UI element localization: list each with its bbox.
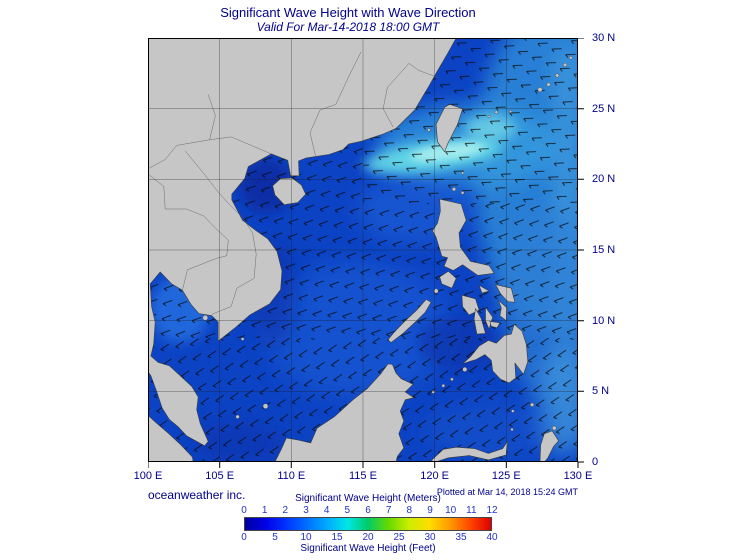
island-leyte bbox=[498, 299, 508, 321]
island-luzon bbox=[432, 198, 495, 276]
island-cebu bbox=[485, 306, 493, 330]
colorbar-meters-caption: Significant Wave Height (Meters) bbox=[295, 493, 441, 504]
land-mainland-asia bbox=[148, 38, 457, 447]
longitude-axis: 100 E 105 E 110 E 115 E 120 E 125 E 130 E bbox=[128, 470, 598, 482]
colorbar-feet-ticks: 0 5 10 15 20 25 30 35 40 bbox=[241, 532, 497, 543]
valid-time-subtitle: Valid For Mar-14-2018 18:00 GMT bbox=[256, 20, 440, 34]
meters-tick: 12 bbox=[486, 505, 498, 516]
meters-tick: 4 bbox=[323, 505, 330, 516]
lat-label: 5 N bbox=[592, 385, 610, 398]
landmasses bbox=[148, 38, 573, 462]
page-title: Significant Wave Height with Wave Direct… bbox=[220, 5, 476, 20]
lat-label: 0 bbox=[592, 455, 599, 468]
lat-label: 20 N bbox=[592, 173, 616, 186]
island-mindoro bbox=[439, 270, 457, 289]
island-halmahera bbox=[539, 430, 559, 462]
meters-tick: 2 bbox=[282, 505, 289, 516]
colorbar-gradient bbox=[244, 517, 492, 531]
lon-label: 105 E bbox=[205, 470, 235, 482]
wave-height-map bbox=[147, 37, 586, 470]
country-borders bbox=[149, 51, 441, 315]
meters-tick: 3 bbox=[303, 505, 309, 516]
meters-tick: 1 bbox=[261, 505, 268, 516]
island-sulawesi bbox=[430, 440, 509, 462]
feet-tick: 25 bbox=[393, 532, 405, 543]
feet-tick: 0 bbox=[241, 532, 247, 543]
meters-tick: 8 bbox=[406, 505, 413, 516]
meters-tick: 9 bbox=[427, 505, 433, 516]
map-frame bbox=[148, 38, 578, 462]
feet-tick: 5 bbox=[272, 532, 278, 543]
island-mindanao bbox=[462, 323, 529, 384]
feet-tick: 20 bbox=[362, 532, 374, 543]
small-islands bbox=[202, 56, 573, 432]
lon-label: 120 E bbox=[420, 470, 449, 482]
feet-tick: 10 bbox=[300, 532, 312, 543]
lat-label: 30 N bbox=[592, 32, 616, 44]
feet-tick: 30 bbox=[424, 532, 436, 543]
lon-label: 115 E bbox=[349, 470, 377, 482]
credit-text: oceanweather inc. bbox=[148, 488, 246, 502]
meters-tick: 10 bbox=[445, 505, 457, 516]
island-masbate bbox=[478, 285, 490, 294]
meters-tick: 6 bbox=[365, 505, 371, 516]
meters-tick: 0 bbox=[241, 505, 247, 516]
colorbar-feet-caption: Significant Wave Height (Feet) bbox=[300, 543, 436, 554]
lon-label: 110 E bbox=[277, 470, 306, 482]
lon-label: 100 E bbox=[133, 470, 163, 482]
feet-tick: 15 bbox=[331, 532, 343, 543]
colorbar-meters-ticks: 0 1 2 3 4 5 6 7 8 9 10 11 12 bbox=[241, 505, 497, 516]
feet-tick: 40 bbox=[486, 532, 498, 543]
lon-label: 130 E bbox=[563, 470, 593, 482]
island-panay bbox=[461, 294, 480, 316]
island-samar bbox=[495, 284, 516, 303]
meters-tick: 11 bbox=[466, 505, 477, 516]
island-hainan bbox=[272, 177, 306, 205]
lat-label: 25 N bbox=[592, 102, 616, 115]
island-bohol bbox=[489, 321, 501, 329]
wave-map-svg bbox=[147, 37, 584, 468]
island-sumatra bbox=[148, 415, 194, 462]
island-taiwan bbox=[435, 104, 463, 153]
island-palawan bbox=[387, 299, 432, 343]
meters-tick: 7 bbox=[385, 505, 392, 516]
island-borneo bbox=[274, 363, 415, 462]
lat-label: 10 N bbox=[592, 314, 616, 327]
island-negros bbox=[473, 308, 486, 335]
plotted-timestamp: Plotted at Mar 14, 2018 15:24 GMT bbox=[436, 487, 578, 497]
lat-label: 15 N bbox=[592, 243, 616, 256]
axis-ticks bbox=[147, 37, 584, 468]
graticule-grid bbox=[148, 38, 578, 462]
meters-tick: 5 bbox=[344, 505, 351, 516]
feet-tick: 35 bbox=[455, 532, 467, 543]
latitude-axis: 30 N 25 N 20 N 15 N 10 N 5 N 0 bbox=[592, 31, 634, 469]
lon-label: 125 E bbox=[491, 470, 521, 482]
